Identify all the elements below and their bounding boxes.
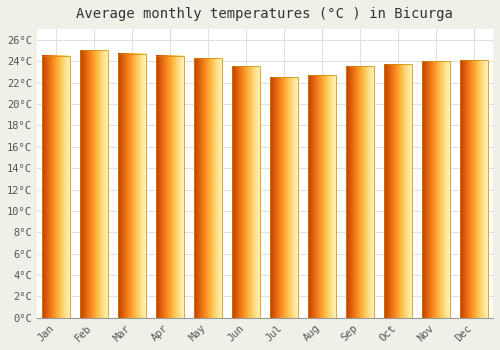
Bar bbox=[156, 56, 184, 318]
Bar bbox=[42, 56, 70, 318]
Bar bbox=[118, 54, 146, 318]
Bar bbox=[270, 77, 298, 318]
Bar bbox=[422, 61, 450, 318]
Bar bbox=[460, 60, 488, 318]
Bar bbox=[384, 64, 412, 318]
Bar bbox=[346, 66, 374, 318]
Bar bbox=[232, 66, 260, 318]
Bar bbox=[80, 50, 108, 318]
Title: Average monthly temperatures (°C ) in Bicurga: Average monthly temperatures (°C ) in Bi… bbox=[76, 7, 454, 21]
Bar bbox=[308, 75, 336, 318]
Bar bbox=[194, 58, 222, 318]
